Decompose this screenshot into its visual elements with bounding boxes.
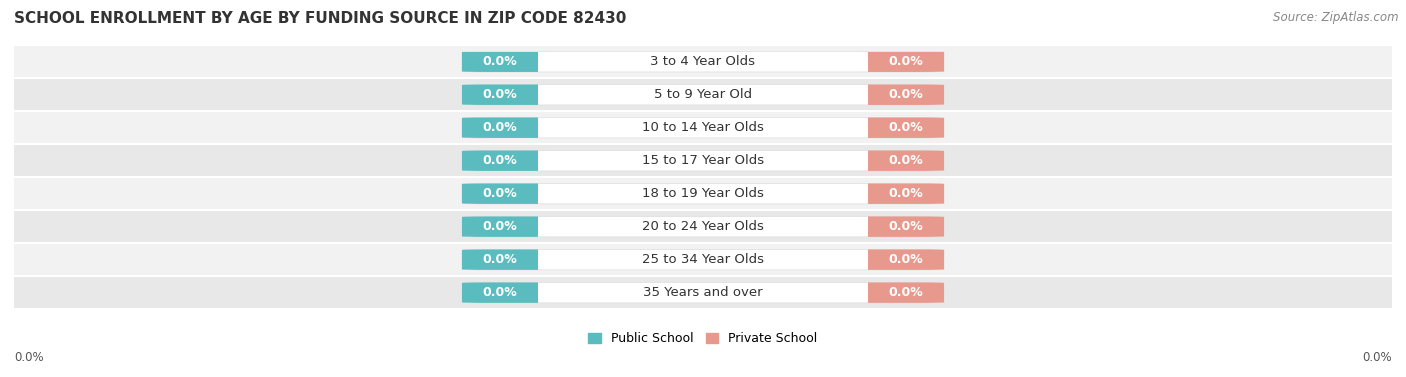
Text: 0.0%: 0.0% [1362,351,1392,363]
FancyBboxPatch shape [844,118,945,138]
FancyBboxPatch shape [844,150,945,171]
FancyBboxPatch shape [14,45,1392,78]
FancyBboxPatch shape [463,216,562,237]
Text: 3 to 4 Year Olds: 3 to 4 Year Olds [651,55,755,68]
FancyBboxPatch shape [14,144,1392,177]
FancyBboxPatch shape [463,118,945,138]
FancyBboxPatch shape [14,177,1392,210]
Text: 0.0%: 0.0% [482,253,517,266]
FancyBboxPatch shape [844,52,945,72]
FancyBboxPatch shape [14,276,1392,309]
Legend: Public School, Private School: Public School, Private School [583,327,823,350]
FancyBboxPatch shape [844,216,945,237]
FancyBboxPatch shape [14,78,1392,111]
Text: 0.0%: 0.0% [482,154,517,167]
FancyBboxPatch shape [463,216,945,237]
FancyBboxPatch shape [463,150,562,171]
Text: 0.0%: 0.0% [482,88,517,101]
FancyBboxPatch shape [844,282,945,303]
FancyBboxPatch shape [463,282,562,303]
FancyBboxPatch shape [463,84,562,105]
FancyBboxPatch shape [463,250,562,270]
Text: 0.0%: 0.0% [889,88,924,101]
FancyBboxPatch shape [463,250,945,270]
Text: 0.0%: 0.0% [889,286,924,299]
Text: 0.0%: 0.0% [889,121,924,134]
FancyBboxPatch shape [844,84,945,105]
Text: 25 to 34 Year Olds: 25 to 34 Year Olds [643,253,763,266]
Text: 20 to 24 Year Olds: 20 to 24 Year Olds [643,220,763,233]
Text: 0.0%: 0.0% [482,55,517,68]
FancyBboxPatch shape [844,250,945,270]
Text: 35 Years and over: 35 Years and over [643,286,763,299]
Text: 0.0%: 0.0% [889,253,924,266]
FancyBboxPatch shape [463,184,562,204]
FancyBboxPatch shape [463,150,945,171]
Text: 0.0%: 0.0% [889,220,924,233]
FancyBboxPatch shape [463,282,945,303]
Text: 0.0%: 0.0% [482,286,517,299]
Text: 0.0%: 0.0% [889,154,924,167]
Text: 0.0%: 0.0% [482,220,517,233]
FancyBboxPatch shape [14,111,1392,144]
FancyBboxPatch shape [463,84,945,105]
Text: 0.0%: 0.0% [889,55,924,68]
Text: 5 to 9 Year Old: 5 to 9 Year Old [654,88,752,101]
Text: Source: ZipAtlas.com: Source: ZipAtlas.com [1274,11,1399,24]
Text: 0.0%: 0.0% [14,351,44,363]
FancyBboxPatch shape [844,184,945,204]
Text: SCHOOL ENROLLMENT BY AGE BY FUNDING SOURCE IN ZIP CODE 82430: SCHOOL ENROLLMENT BY AGE BY FUNDING SOUR… [14,11,627,26]
FancyBboxPatch shape [14,243,1392,276]
FancyBboxPatch shape [463,118,562,138]
Text: 10 to 14 Year Olds: 10 to 14 Year Olds [643,121,763,134]
Text: 0.0%: 0.0% [889,187,924,200]
FancyBboxPatch shape [14,210,1392,243]
Text: 0.0%: 0.0% [482,187,517,200]
Text: 15 to 17 Year Olds: 15 to 17 Year Olds [643,154,763,167]
FancyBboxPatch shape [463,52,945,72]
Text: 0.0%: 0.0% [482,121,517,134]
FancyBboxPatch shape [463,52,562,72]
FancyBboxPatch shape [463,184,945,204]
Text: 18 to 19 Year Olds: 18 to 19 Year Olds [643,187,763,200]
